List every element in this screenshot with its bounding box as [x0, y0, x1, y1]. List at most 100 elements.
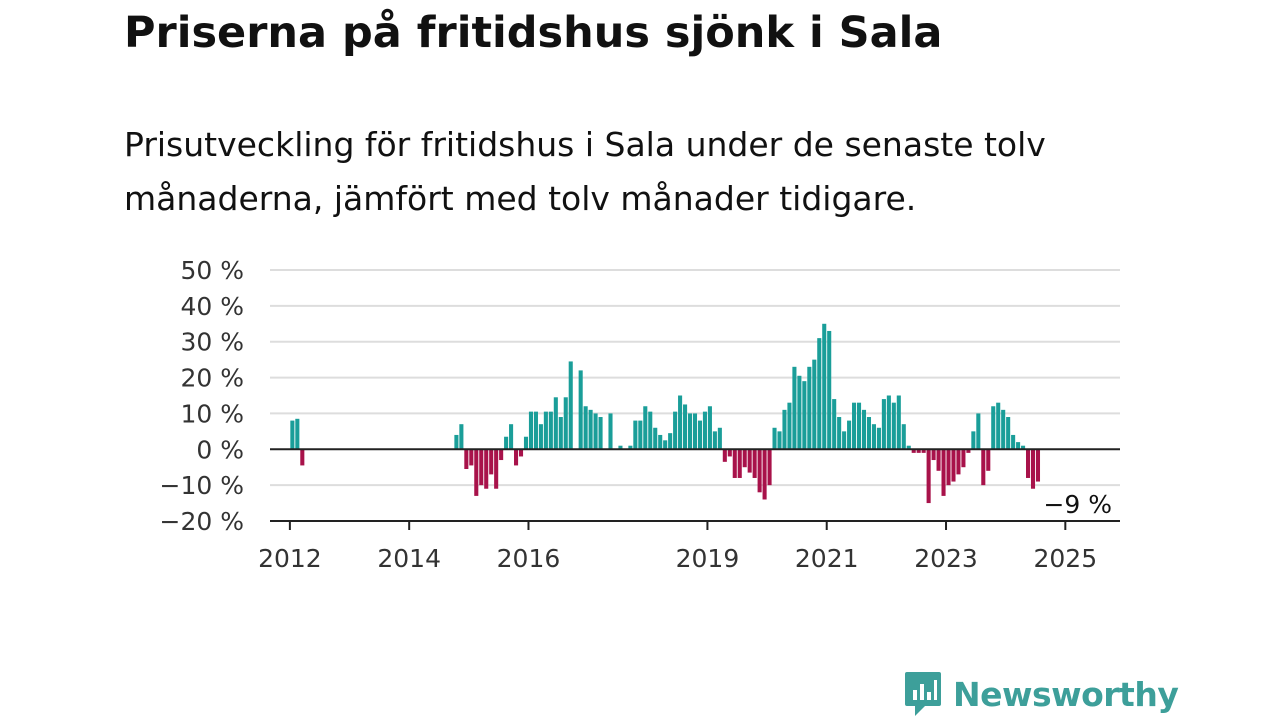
y-tick-label: 40 %: [180, 292, 244, 321]
bar: [563, 397, 568, 450]
bars: [290, 323, 1041, 504]
bar: [981, 449, 986, 486]
bar: [295, 418, 300, 450]
bar: [1035, 449, 1041, 482]
bar: [1011, 434, 1016, 450]
bar: [906, 445, 911, 450]
bar: [494, 449, 499, 489]
bar: [702, 411, 707, 450]
bar: [832, 399, 837, 450]
bar: [732, 449, 737, 478]
bar: [608, 413, 613, 450]
bar: [916, 449, 921, 453]
bar: [459, 424, 464, 450]
bar: [921, 449, 926, 453]
bar: [514, 449, 519, 466]
bar: [583, 406, 588, 450]
bar: [687, 413, 693, 450]
bar: [971, 431, 976, 450]
bar: [489, 449, 494, 475]
bar: [966, 449, 971, 453]
bar: [454, 434, 459, 450]
x-tick-label: 2014: [377, 544, 441, 573]
bar: [648, 411, 653, 450]
bar: [896, 395, 901, 450]
bar: [891, 402, 896, 450]
bar: [822, 323, 827, 450]
bar: [847, 420, 852, 450]
bar: [509, 424, 514, 450]
bar: [638, 420, 643, 450]
bar: [618, 445, 623, 450]
bar: [548, 411, 553, 450]
bar: [817, 338, 822, 450]
bar: [484, 449, 489, 489]
bar: [861, 409, 867, 450]
bar: [538, 424, 543, 450]
bar: [663, 440, 668, 450]
bar: [747, 449, 752, 473]
bar: [852, 402, 857, 450]
bar: [752, 449, 757, 478]
bar-chart-logo-icon: [905, 672, 941, 716]
bar: [504, 436, 509, 450]
bar: [578, 370, 583, 450]
y-axis-labels: 50 % 40 % 30 % 20 % 10 % 0 % −10 % −20 %: [160, 256, 244, 536]
bar: [772, 427, 777, 450]
y-tick-label: 30 %: [180, 328, 244, 357]
bar: [543, 411, 548, 450]
x-tick-label: 2012: [258, 544, 322, 573]
bar: [668, 433, 673, 450]
bar: [697, 420, 703, 450]
bar: [956, 449, 961, 475]
bar: [812, 359, 817, 450]
bar: [991, 406, 996, 450]
bar: [1030, 449, 1036, 489]
bar: [842, 431, 847, 450]
y-tick-label: 20 %: [180, 364, 244, 393]
bar: [598, 417, 603, 450]
bar: [782, 409, 787, 450]
bar: [653, 427, 658, 450]
y-tick-label: 50 %: [180, 256, 244, 285]
y-tick-label: 10 %: [180, 399, 244, 428]
bar: [986, 449, 991, 471]
bar: [742, 449, 747, 468]
bar: [792, 366, 797, 450]
bar: [533, 411, 538, 450]
bar: [961, 449, 966, 468]
x-axis-labels: 2012 2014 2016 2019 2021 2023 2025: [258, 521, 1097, 573]
brand-name: Newsworthy: [953, 674, 1179, 714]
bar: [931, 449, 936, 461]
x-tick-label: 2016: [497, 544, 561, 573]
bar: [523, 436, 529, 450]
bar: [593, 413, 598, 450]
bar: [518, 449, 524, 457]
bar: [722, 449, 727, 462]
bar: [588, 409, 593, 450]
bar: [568, 361, 573, 450]
bar: [827, 330, 832, 450]
bar: [717, 427, 722, 450]
bar: [797, 375, 802, 450]
bar: [464, 449, 469, 470]
bar: [762, 449, 767, 500]
y-tick-label: −10 %: [160, 471, 244, 500]
bar: [479, 449, 484, 486]
bar: [901, 424, 906, 450]
bar: [996, 402, 1001, 450]
bar: [290, 420, 295, 450]
bar: [951, 449, 956, 482]
bar: [866, 417, 872, 450]
x-tick-label: 2025: [1034, 544, 1098, 573]
bar: [871, 424, 876, 450]
bar: [757, 449, 762, 493]
bar: [712, 431, 717, 450]
bar: [856, 402, 862, 450]
bar: [767, 449, 772, 486]
bar: [707, 406, 712, 450]
bar: [886, 395, 891, 450]
bar: [1016, 442, 1021, 450]
bar: [300, 449, 305, 466]
bar: [658, 434, 663, 450]
